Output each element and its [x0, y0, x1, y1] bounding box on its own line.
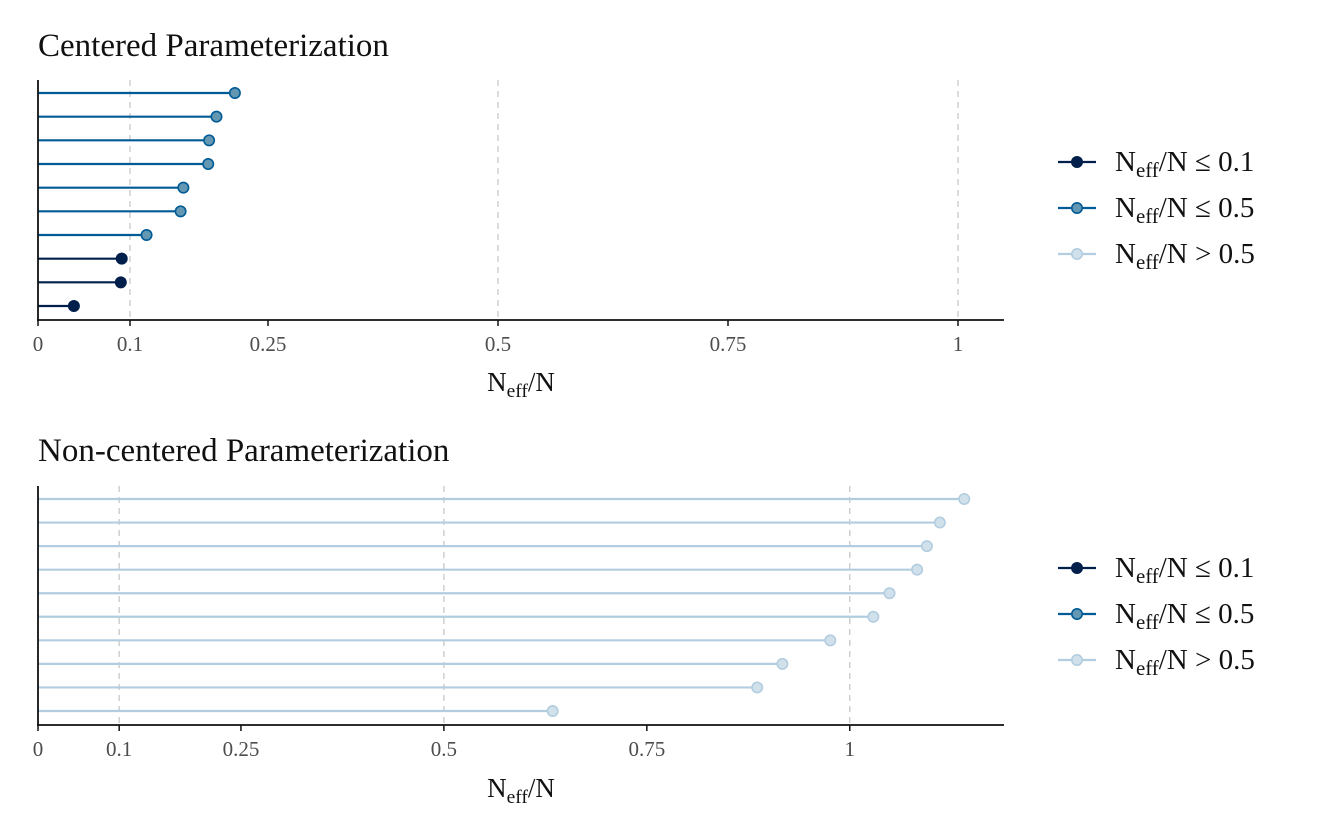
legend-entry-label-2-subscript: eff	[1136, 656, 1159, 680]
lollipop-point-8	[751, 681, 764, 694]
legend-entry-label-1-main: N	[1115, 192, 1136, 224]
lollipop-point-6	[824, 634, 837, 647]
legend-entry-label-1-tail: /N ≤ 0.5	[1159, 598, 1255, 630]
lollipop-point-0	[958, 492, 971, 505]
legend-entry-label-1: Neff/N ≤ 0.5	[1115, 192, 1254, 228]
x-tick-label-3: 0.5	[431, 737, 457, 761]
legend-entry-label-0-main: N	[1115, 146, 1136, 178]
x-tick-label-1: 0.1	[106, 737, 132, 761]
x-axis-label: Neff/N	[487, 773, 555, 808]
lollipop-point-2	[920, 540, 933, 553]
x-tick-label-4: 0.75	[710, 332, 747, 356]
legend-entry-label-2-main: N	[1115, 644, 1136, 676]
centered-panel: Centered Parameterization 0 0.1 0.25 0.5 0.75…	[33, 28, 1255, 402]
legend-entry-label-1-subscript: eff	[1136, 610, 1159, 634]
lollipop-point-1	[933, 516, 946, 529]
x-tick-label-1: 0.1	[117, 332, 143, 356]
lollipop-point-6	[140, 229, 153, 242]
legend-entry-label-2-tail: /N > 0.5	[1159, 238, 1255, 270]
x-axis-label: Neff/N	[487, 367, 555, 402]
x-tick-label-4: 0.75	[628, 737, 665, 761]
chart-title: Centered Parameterization	[38, 28, 389, 64]
lollipop-point-9	[67, 299, 80, 312]
lollipop-point-0	[228, 87, 241, 100]
legend-key-point-0	[1071, 156, 1084, 169]
lollipop-point-7	[115, 252, 128, 265]
x-tick-label-5: 1	[845, 737, 856, 761]
lollipop-point-3	[202, 158, 215, 171]
x-axis-label-subscript: eff	[507, 787, 529, 808]
legend-entry-label-0: Neff/N ≤ 0.1	[1115, 552, 1254, 588]
x-axis-label-tail: /N	[528, 367, 555, 397]
x-axis-label-main: N	[487, 367, 507, 397]
x-tick-label-0: 0	[33, 332, 44, 356]
legend-entry-label-2-main: N	[1115, 238, 1136, 270]
legend-entry-label-1-tail: /N ≤ 0.5	[1159, 192, 1255, 224]
legend-entry-label-2: Neff/N > 0.5	[1115, 644, 1255, 680]
lollipop-point-9	[546, 704, 559, 717]
legend-entry-label-1-main: N	[1115, 598, 1136, 630]
x-tick-label-5: 1	[953, 332, 964, 356]
lollipop-point-5	[867, 610, 880, 623]
legend-entry-label-2-subscript: eff	[1136, 250, 1159, 274]
legend-entry-label-0-tail: /N ≤ 0.1	[1159, 552, 1255, 584]
lollipop-point-4	[883, 587, 896, 600]
x-tick-label-2: 0.25	[223, 737, 260, 761]
legend-entry-label-0: Neff/N ≤ 0.1	[1115, 146, 1254, 182]
legend-key-point-1	[1071, 202, 1084, 215]
legend-key-point-2	[1071, 653, 1084, 666]
legend-entry-label-1: Neff/N ≤ 0.5	[1115, 598, 1254, 634]
lollipop-point-8	[114, 276, 127, 289]
x-tick-label-0: 0	[33, 737, 44, 761]
non-centered-panel: Non-centered Parameterization 0 0.1 0.25 0.5…	[33, 433, 1255, 808]
legend-entry-label-2-tail: /N > 0.5	[1159, 644, 1255, 676]
x-axis-label-subscript: eff	[507, 381, 529, 402]
lollipop-point-5	[174, 205, 187, 218]
x-tick-label-3: 0.5	[485, 332, 511, 356]
legend-entry-label-0-subscript: eff	[1136, 564, 1159, 588]
x-axis-label-tail: /N	[528, 773, 555, 803]
lollipop-point-3	[911, 563, 924, 576]
legend-entry-label-1-subscript: eff	[1136, 204, 1159, 228]
legend-key-point-0	[1071, 561, 1084, 574]
x-tick-label-2: 0.25	[250, 332, 287, 356]
chart-title: Non-centered Parameterization	[38, 433, 449, 469]
lollipop-point-1	[210, 110, 223, 123]
lollipop-point-7	[776, 657, 789, 670]
legend-key-point-2	[1071, 248, 1084, 261]
lollipop-point-4	[177, 181, 190, 194]
legend-key-point-1	[1071, 607, 1084, 620]
legend-entry-label-0-tail: /N ≤ 0.1	[1159, 146, 1255, 178]
legend-entry-label-0-subscript: eff	[1136, 158, 1159, 182]
legend-entry-label-2: Neff/N > 0.5	[1115, 238, 1255, 274]
legend-entry-label-0-main: N	[1115, 552, 1136, 584]
lollipop-point-2	[203, 134, 216, 147]
x-axis-label-main: N	[487, 773, 507, 803]
